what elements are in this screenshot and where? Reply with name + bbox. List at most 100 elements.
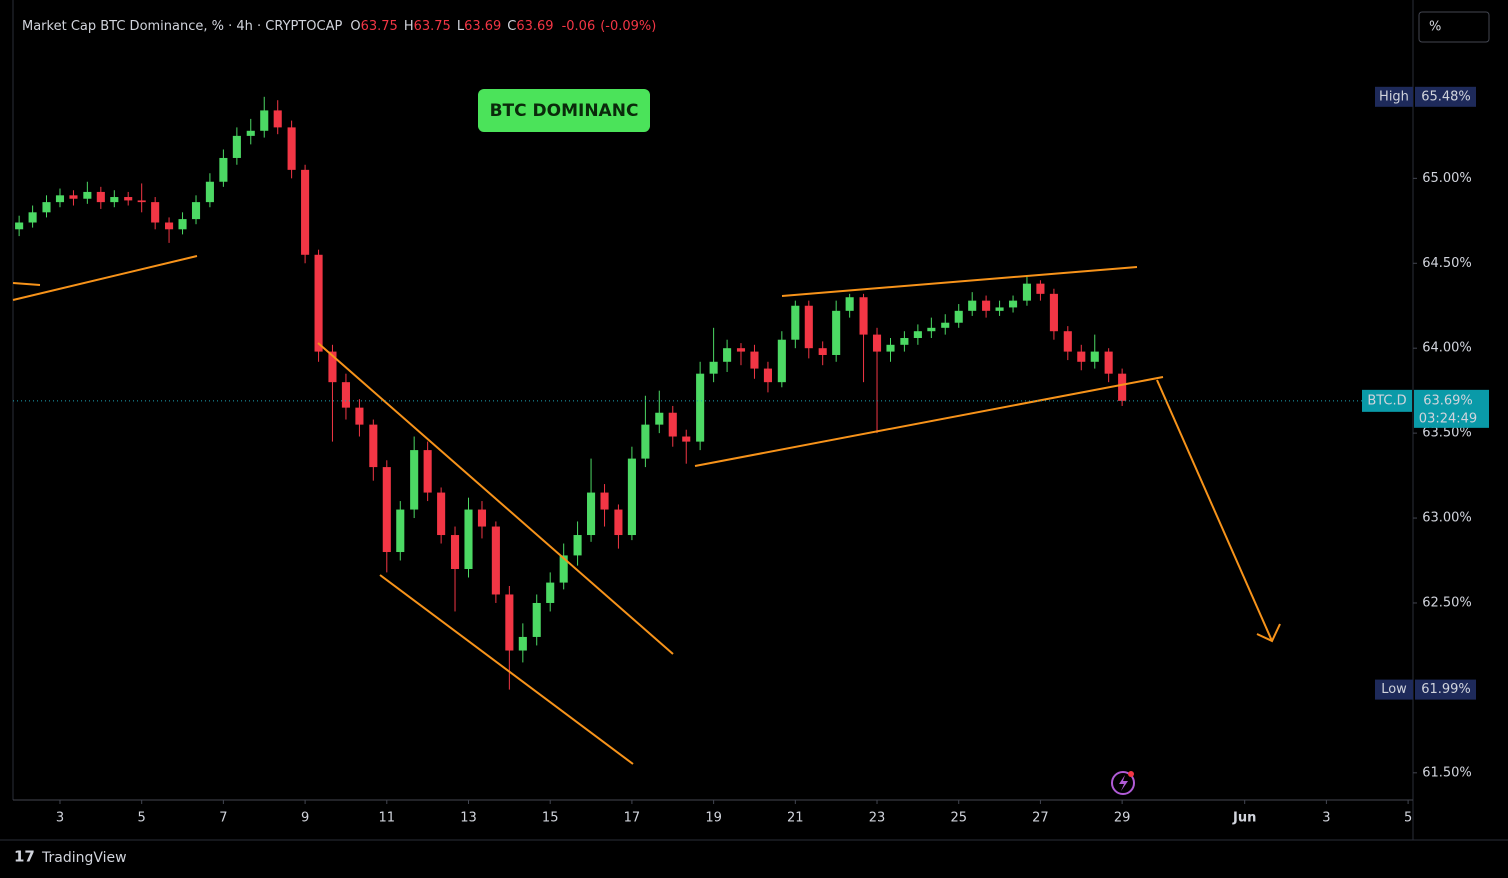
- candle-body: [587, 492, 596, 536]
- arrow-line: [1156, 379, 1273, 642]
- candle-body: [900, 338, 909, 345]
- x-tick-label: 25: [950, 811, 967, 826]
- price-marker-name-bg: [1375, 679, 1413, 700]
- candle-body: [927, 327, 936, 332]
- candle-body: [83, 191, 92, 199]
- candle-body: [137, 200, 146, 203]
- candle-body: [600, 492, 609, 510]
- x-tick-label: 17: [624, 811, 641, 826]
- candle-body: [1022, 283, 1031, 301]
- candle-body: [777, 339, 786, 383]
- candle-body: [273, 110, 282, 128]
- candle-body: [1104, 351, 1113, 374]
- price-marker-value-bg: [1415, 86, 1476, 107]
- price-marker-name-bg: [1375, 86, 1413, 107]
- annotation-text: BTC DOMINANC: [490, 101, 639, 121]
- last-price-name: BTC.D: [1367, 393, 1406, 408]
- arrow-head: [1256, 623, 1281, 643]
- candle-body: [791, 305, 800, 340]
- candle-body: [341, 382, 350, 408]
- candle-body: [42, 202, 51, 213]
- legend-value: 63.75: [361, 19, 398, 34]
- trend-line: [12, 282, 41, 286]
- unit-button[interactable]: [1418, 11, 1490, 43]
- x-tick-label: 29: [1114, 811, 1131, 826]
- candle-body: [437, 492, 446, 536]
- candle-body: [1049, 293, 1058, 332]
- candle-body: [614, 509, 623, 536]
- candle-body: [655, 412, 664, 425]
- candle-body: [546, 582, 555, 603]
- y-tick-label: 62.50%: [1422, 595, 1472, 610]
- last-price-value-bg: [1414, 389, 1489, 428]
- candle-body: [369, 424, 378, 468]
- candle-body: [1077, 351, 1086, 362]
- x-tick-label: 19: [705, 811, 722, 826]
- unit-button-label[interactable]: %: [1429, 20, 1441, 35]
- candle-body: [151, 202, 160, 223]
- y-tick-label: 63.00%: [1422, 511, 1472, 526]
- x-tick-label: 11: [379, 811, 396, 826]
- candle-body: [968, 300, 977, 311]
- x-tick-label: 3: [1322, 811, 1330, 826]
- trend-lines: [12, 255, 1281, 765]
- candle-body: [205, 181, 214, 203]
- price-marker-value-bg: [1415, 679, 1476, 700]
- y-tick-label: 64.50%: [1422, 256, 1472, 271]
- candle-body: [763, 368, 772, 383]
- trend-line: [12, 255, 198, 301]
- candle-body: [709, 361, 718, 374]
- candle-body: [518, 636, 527, 651]
- candle-body: [627, 458, 636, 536]
- candle-body: [532, 602, 541, 637]
- candle-body: [410, 450, 419, 510]
- candle-body: [355, 407, 364, 425]
- candle-body: [995, 307, 1004, 311]
- x-tick-label: 5: [138, 811, 146, 826]
- chart-header: Market Cap BTC Dominance, % · 4h · CRYPT…: [22, 19, 656, 34]
- candle-body: [15, 222, 24, 230]
- candle-body: [28, 212, 37, 223]
- candle-body: [559, 555, 568, 583]
- candle-body: [750, 351, 759, 369]
- lightning-bolt: [1119, 775, 1128, 791]
- x-tick-label: Jun: [1232, 811, 1256, 826]
- candle-body: [818, 348, 827, 355]
- candle-body: [804, 305, 813, 349]
- brand-name: TradingView: [41, 850, 127, 866]
- y-tick-label: 63.50%: [1422, 426, 1472, 441]
- candle-body: [1063, 331, 1072, 352]
- y-tick-label: 61.50%: [1422, 765, 1472, 780]
- annotation-box: [478, 89, 650, 132]
- price-marker-value: 61.99%: [1421, 682, 1471, 697]
- candle-body: [382, 467, 391, 553]
- candle-body: [1036, 283, 1045, 294]
- price-marker-name: Low: [1381, 682, 1407, 697]
- lightning-icon[interactable]: [1111, 771, 1135, 795]
- trend-line: [781, 266, 1138, 297]
- candle-body: [845, 297, 854, 311]
- x-tick-label: 3: [56, 811, 64, 826]
- candle-body: [450, 535, 460, 570]
- legend-value: 63.75: [414, 19, 451, 34]
- candle-body: [982, 300, 991, 311]
- candle-body: [872, 334, 882, 352]
- x-tick-label: 9: [301, 811, 309, 826]
- price-marker-value: 65.48%: [1421, 89, 1471, 104]
- x-tick-label: 23: [869, 811, 886, 826]
- candle-body: [260, 110, 269, 131]
- candle-body: [491, 526, 500, 595]
- candle-body: [124, 197, 133, 201]
- legend-key: C: [507, 19, 516, 34]
- candle-body: [246, 130, 255, 136]
- candle-body: [328, 351, 337, 383]
- candle-body: [1118, 373, 1127, 401]
- candle-body: [165, 222, 174, 230]
- legend-key: L: [457, 19, 465, 34]
- candle-body: [941, 322, 950, 328]
- candle-body: [69, 195, 78, 199]
- candle-body: [859, 297, 868, 335]
- x-tick-label: 21: [787, 811, 804, 826]
